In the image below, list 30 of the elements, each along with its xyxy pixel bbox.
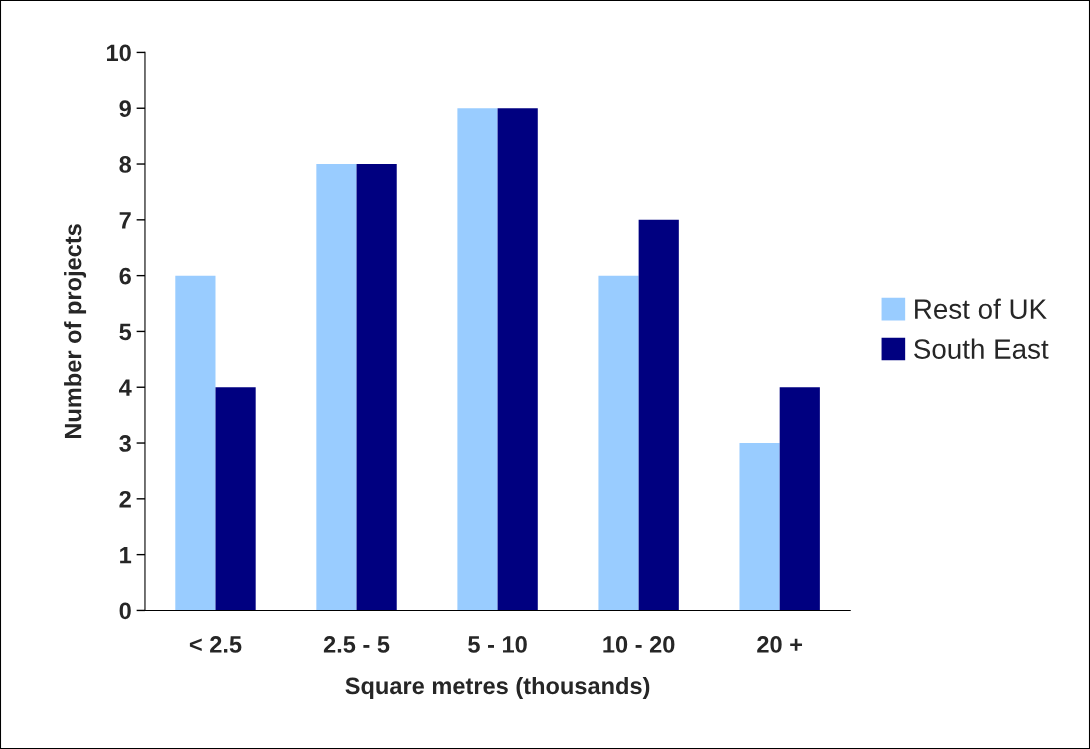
bar (316, 164, 357, 611)
bar (739, 443, 780, 611)
y-tick-label: 5 (119, 323, 132, 341)
legend-label: Rest of UK (915, 298, 1047, 319)
y-tick-label: 6 (119, 267, 131, 285)
bar (598, 275, 639, 611)
y-tick-label: 8 (119, 156, 132, 173)
x-tick-label: 2.5 - 5 (323, 636, 390, 653)
y-tick-label: 7 (119, 212, 131, 229)
bar (356, 164, 397, 611)
x-tick-label: 10 - 20 (603, 636, 675, 653)
bar (497, 108, 538, 611)
legend-label: South East (914, 338, 1049, 359)
y-axis-title: Number of projects (64, 224, 87, 439)
bar (779, 387, 820, 611)
x-tick-label: 20 + (757, 636, 803, 653)
y-tick-label: 1 (120, 546, 132, 564)
x-tick-label: < 2.5 (189, 636, 242, 653)
y-tick-label: 4 (119, 379, 132, 396)
bar (638, 219, 679, 611)
y-tick-label: 3 (119, 435, 131, 452)
x-axis-title: Square metres (thousands) (345, 676, 650, 699)
y-tick-label: 2 (119, 490, 131, 508)
bar (215, 387, 256, 611)
y-tick-label: 9 (119, 100, 131, 118)
bar (175, 275, 216, 611)
y-tick-label: 10 (107, 44, 131, 62)
bar (457, 108, 498, 611)
x-tick-label: 5 - 10 (468, 636, 527, 653)
y-tick-label: 0 (119, 602, 131, 620)
